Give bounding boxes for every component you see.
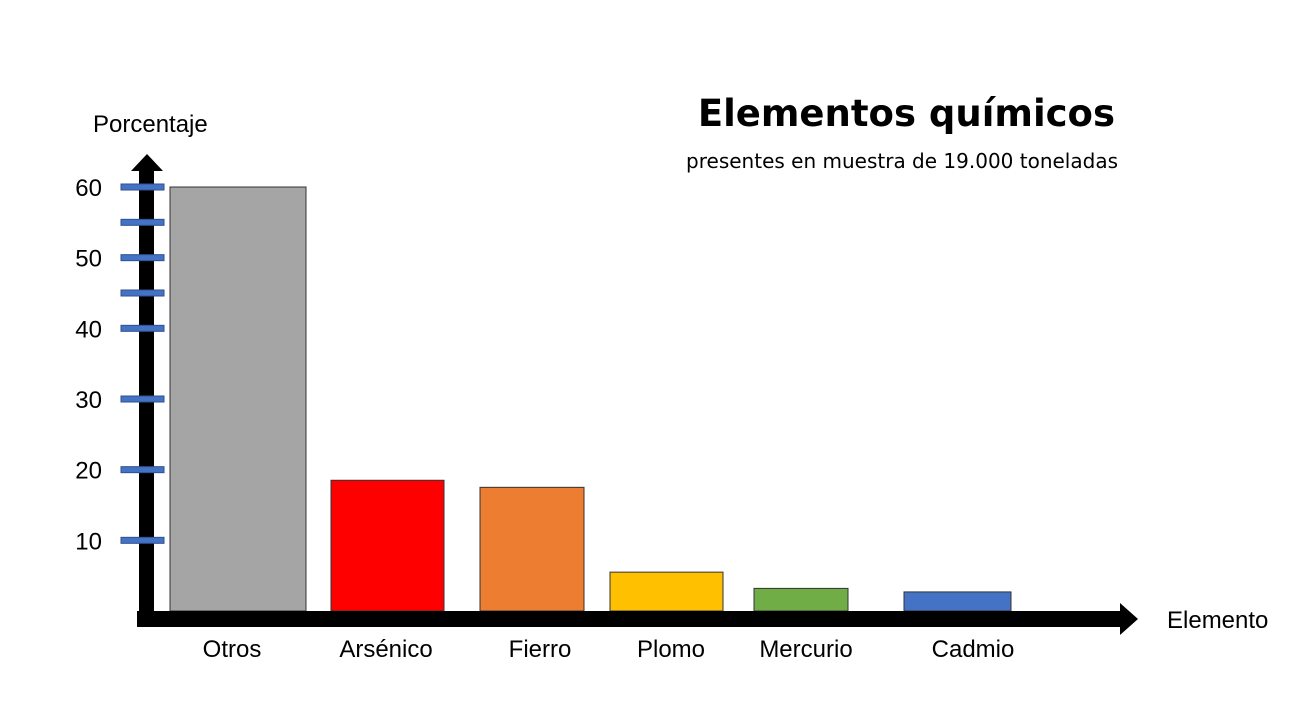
- chart-title: Elementos químicos: [698, 92, 1115, 135]
- category-label: Arsénico: [339, 636, 432, 663]
- y-tick-mark: [120, 254, 165, 262]
- bar-arsénico: [330, 479, 445, 612]
- x-axis-label: Elemento: [1167, 607, 1268, 634]
- y-ticks: [120, 183, 165, 544]
- y-tick-mark: [120, 324, 165, 332]
- x-axis-line: [137, 611, 1122, 627]
- y-tick-label: 40: [75, 316, 102, 343]
- x-axis-arrowhead: [1120, 603, 1138, 635]
- category-label: Fierro: [509, 636, 572, 663]
- bar-plomo: [609, 571, 724, 612]
- bar-fierro: [479, 486, 585, 612]
- bar-mercurio: [753, 587, 849, 612]
- bars: [169, 186, 1012, 612]
- y-tick-label: 20: [75, 458, 102, 485]
- y-tick-mark: [120, 218, 165, 226]
- x-axis: [137, 603, 1138, 635]
- y-tick-mark: [120, 395, 165, 403]
- category-label: Otros: [203, 636, 262, 663]
- category-label: Plomo: [637, 636, 705, 663]
- category-label: Cadmio: [932, 636, 1015, 663]
- y-tick-label: 60: [75, 175, 102, 202]
- y-tick-label: 30: [75, 387, 102, 414]
- y-tick-mark: [120, 183, 165, 191]
- y-tick-labels: 60 50 40 30 20 10: [75, 175, 102, 555]
- y-tick-label: 50: [75, 246, 102, 273]
- y-tick-mark: [120, 466, 165, 474]
- y-tick-label: 10: [75, 528, 102, 555]
- y-axis-label: Porcentaje: [93, 111, 208, 138]
- category-label: Mercurio: [759, 636, 852, 663]
- bar-otros: [169, 186, 307, 612]
- chart-subtitle: presentes en muestra de 19.000 toneladas: [686, 149, 1118, 173]
- y-axis-arrowhead: [131, 154, 163, 171]
- category-labels: Otros Arsénico Fierro Plomo Mercurio Cadmio: [203, 636, 1015, 663]
- bar-cadmio: [903, 591, 1012, 612]
- y-tick-mark: [120, 289, 165, 297]
- y-tick-mark: [120, 536, 165, 544]
